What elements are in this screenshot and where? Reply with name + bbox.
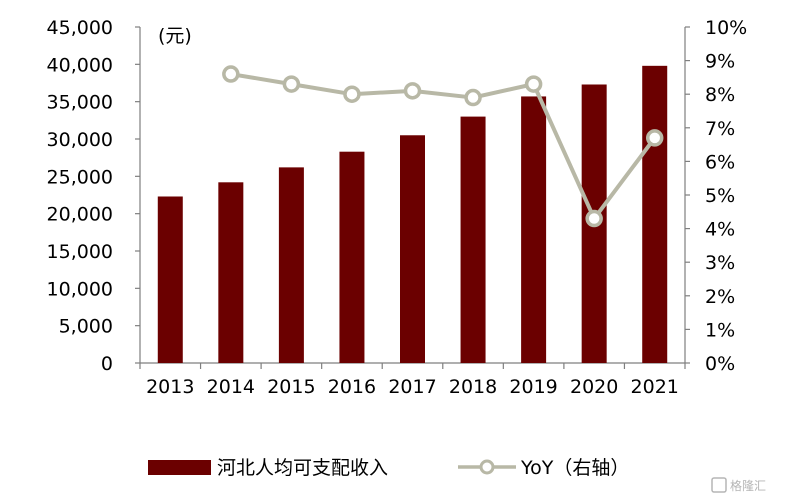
x-tick-label: 2016 (328, 376, 376, 398)
left-tick-label: 30,000 (47, 129, 113, 151)
x-tick-label: 2014 (207, 376, 255, 398)
bar (460, 116, 486, 363)
left-tick-label: 40,000 (47, 54, 113, 76)
right-tick-label: 3% (705, 252, 735, 274)
right-tick-label: 5% (705, 185, 735, 207)
yoy-point (464, 88, 482, 107)
bar (642, 65, 668, 364)
left-tick-label: 10,000 (47, 278, 113, 300)
x-tick-label: 2019 (509, 376, 557, 398)
x-tick-label: 2018 (449, 376, 497, 398)
left-axis-ticks: 0 5,000 10,000 15,000 20,000 25,000 30,000 35,0… (47, 17, 140, 375)
left-tick-label: 15,000 (47, 241, 113, 263)
left-tick-label: 5,000 (59, 316, 113, 338)
x-tick-label: 2020 (570, 376, 618, 398)
right-tick-label: 9% (705, 51, 735, 73)
right-tick-label: 2% (705, 286, 735, 308)
yoy-point (645, 129, 664, 147)
right-axis-ticks: 0% 1% 2% 3% 4% 5% 6% 7% 8% 9% 10% (685, 17, 747, 375)
bar (157, 196, 183, 363)
bar (400, 135, 425, 363)
gelonghui-logo-icon (711, 477, 727, 493)
x-tick-label: 2017 (388, 376, 436, 398)
line-series (222, 65, 664, 228)
left-tick-label: 0 (101, 353, 113, 375)
bar (218, 182, 244, 363)
yoy-point (282, 75, 301, 93)
left-tick-label: 35,000 (47, 92, 113, 114)
left-tick-label: 45,000 (47, 17, 113, 39)
right-tick-label: 0% (705, 353, 735, 375)
bar (339, 151, 365, 363)
yoy-point (343, 85, 361, 103)
bar-series (157, 65, 668, 364)
bar (521, 96, 547, 363)
right-tick-label: 10% (705, 17, 747, 39)
yoy-point (585, 209, 603, 228)
yoy-point (403, 82, 422, 100)
watermark: 格隆汇 (711, 477, 766, 493)
yoy-line (230, 72, 657, 221)
left-axis-unit-label: (元) (158, 25, 192, 47)
right-tick-label: 8% (705, 84, 735, 106)
watermark-text: 格隆汇 (730, 478, 766, 493)
yoy-point (222, 65, 240, 83)
right-tick-label: 1% (705, 319, 735, 341)
right-tick-label: 6% (705, 151, 735, 173)
x-tick-label: 2021 (631, 376, 679, 398)
yoy-point (524, 75, 543, 93)
legend-line-label: YoY（右轴） (520, 457, 629, 479)
right-tick-label: 7% (705, 118, 735, 140)
legend-bar-swatch (148, 460, 211, 475)
legend: 河北人均可支配收入 YoY（右轴） (148, 457, 629, 479)
left-tick-label: 20,000 (47, 204, 113, 226)
x-tick-label: 2013 (146, 376, 194, 398)
legend-line-marker (479, 459, 495, 475)
right-tick-label: 4% (705, 219, 735, 241)
legend-bar-label: 河北人均可支配收入 (217, 457, 388, 479)
bar (278, 167, 304, 363)
x-tick-label: 2015 (267, 376, 315, 398)
x-axis-labels: 2013 2014 2015 2016 2017 2018 2019 2020 2021 (146, 376, 679, 398)
left-tick-label: 25,000 (47, 166, 113, 188)
